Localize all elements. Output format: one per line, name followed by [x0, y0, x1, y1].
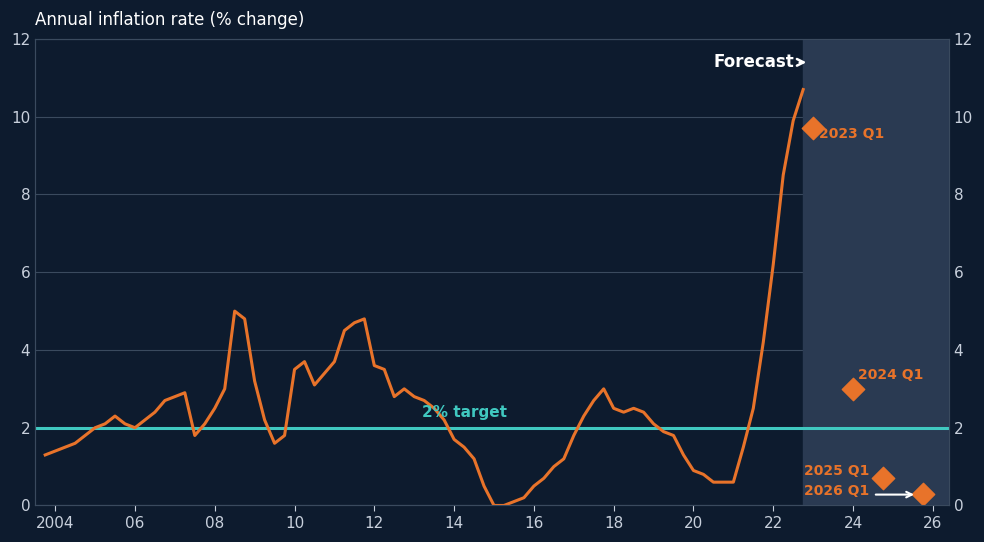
Text: Annual inflation rate (% change): Annual inflation rate (% change)	[35, 11, 305, 29]
Point	[805, 124, 821, 133]
Text: 2% target: 2% target	[422, 405, 507, 420]
Point	[915, 489, 931, 498]
Point	[845, 384, 861, 393]
Bar	[803, 39, 949, 506]
Text: 2024 Q1: 2024 Q1	[858, 368, 923, 382]
Point	[875, 474, 891, 482]
Text: 2026 Q1: 2026 Q1	[804, 483, 869, 498]
Text: 2025 Q1: 2025 Q1	[804, 464, 869, 478]
Text: 2023 Q1: 2023 Q1	[819, 127, 885, 141]
Text: Forecast: Forecast	[713, 53, 804, 72]
